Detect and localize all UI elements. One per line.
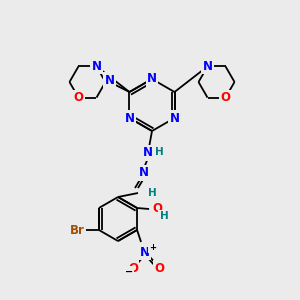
Text: H: H <box>154 147 164 157</box>
Text: +: + <box>150 242 157 251</box>
Text: H: H <box>160 211 168 221</box>
Text: O: O <box>220 91 230 104</box>
Text: N: N <box>140 245 150 259</box>
Text: O: O <box>152 202 162 214</box>
Text: O: O <box>128 262 138 275</box>
Text: O: O <box>74 91 83 104</box>
Text: O: O <box>154 262 164 275</box>
Text: N: N <box>169 112 179 124</box>
Text: N: N <box>147 73 157 85</box>
Text: N: N <box>143 146 153 160</box>
Text: H: H <box>148 188 156 198</box>
Text: N: N <box>104 74 115 86</box>
Text: Br: Br <box>70 224 84 236</box>
Text: N: N <box>124 112 134 124</box>
Text: N: N <box>92 60 101 73</box>
Text: N: N <box>139 167 149 179</box>
Text: N: N <box>202 60 212 73</box>
Text: −: − <box>125 267 133 277</box>
